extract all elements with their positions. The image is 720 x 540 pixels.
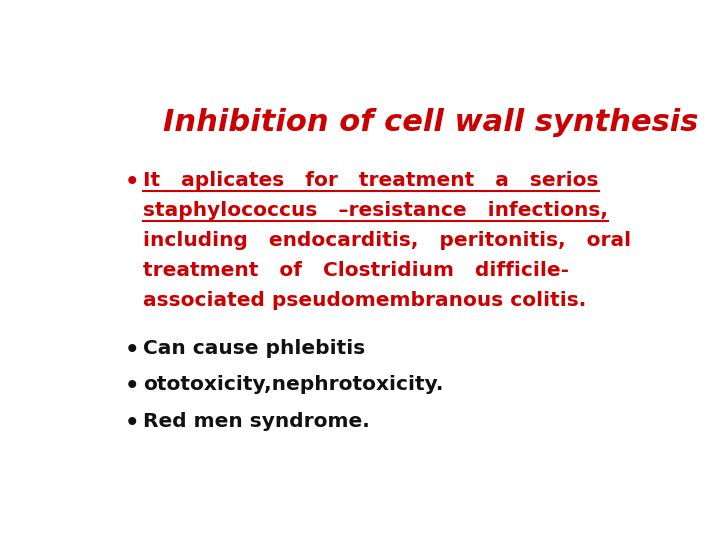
Text: Inhibition of cell wall synthesis: Inhibition of cell wall synthesis — [163, 109, 698, 138]
Text: including   endocarditis,   peritonitis,   oral: including endocarditis, peritonitis, ora… — [143, 231, 631, 249]
Text: It   aplicates   for   treatment   a   serios: It aplicates for treatment a serios — [143, 171, 598, 190]
Text: •: • — [125, 339, 139, 362]
Text: •: • — [125, 375, 139, 397]
Text: treatment   of   Clostridium   difficile-: treatment of Clostridium difficile- — [143, 261, 569, 280]
Text: associated pseudomembranous colitis.: associated pseudomembranous colitis. — [143, 291, 586, 309]
Text: •: • — [125, 171, 139, 194]
Text: staphylococcus   –resistance   infections,: staphylococcus –resistance infections, — [143, 201, 608, 220]
Text: ototoxicity,nephrotoxicity.: ototoxicity,nephrotoxicity. — [143, 375, 444, 394]
Text: •: • — [125, 412, 139, 435]
Text: Red men syndrome.: Red men syndrome. — [143, 412, 370, 431]
Text: Can cause phlebitis: Can cause phlebitis — [143, 339, 365, 358]
